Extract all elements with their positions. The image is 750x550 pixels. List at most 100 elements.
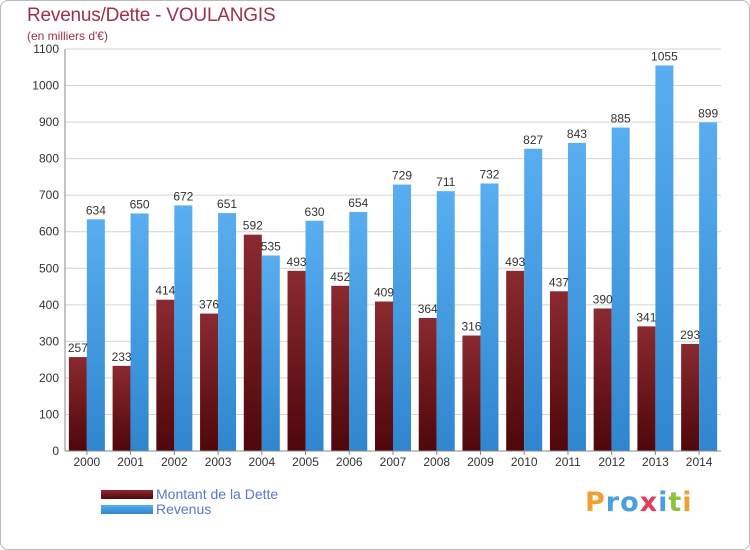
bar-dette	[593, 308, 612, 451]
bar-dette	[506, 270, 525, 451]
bar-dette	[68, 357, 87, 451]
bar-revenus	[524, 148, 543, 451]
x-tick-label: 2005	[292, 455, 319, 469]
data-label-dette: 390	[593, 292, 613, 306]
data-label-dette: 414	[155, 284, 175, 298]
x-tick-label: 2012	[598, 455, 625, 469]
data-label-dette: 592	[243, 219, 263, 233]
bar-revenus	[86, 219, 105, 451]
chart-title: Revenus/Dette - VOULANGIS	[27, 5, 276, 26]
bar-revenus	[480, 183, 499, 451]
bar-revenus	[436, 191, 455, 452]
bar-dette	[200, 313, 219, 451]
bar-dette	[331, 285, 350, 451]
data-label-revenus: 654	[348, 196, 368, 210]
data-label-dette: 409	[374, 286, 394, 300]
data-label-revenus: 1055	[651, 49, 678, 63]
x-tick-label: 2001	[117, 455, 144, 469]
x-tick-label: 2002	[161, 455, 188, 469]
bar-dette	[637, 326, 656, 451]
data-label-revenus: 672	[173, 189, 193, 203]
bar-dette	[462, 335, 481, 451]
y-tick-label: 800	[39, 152, 59, 166]
bar-dette	[112, 365, 131, 451]
data-label-revenus: 899	[698, 106, 718, 120]
legend-swatch-dette	[101, 490, 153, 499]
data-label-dette: 437	[549, 275, 569, 289]
x-tick-label: 2014	[686, 455, 713, 469]
data-label-dette: 493	[287, 255, 307, 269]
x-tick-label: 2003	[205, 455, 232, 469]
y-tick-label: 700	[39, 188, 59, 202]
data-label-revenus: 711	[436, 175, 455, 189]
chart-subtitle: (en milliers d'€)	[27, 29, 108, 43]
y-tick-label: 0	[52, 444, 59, 458]
data-label-dette: 293	[680, 328, 700, 342]
bar-dette	[681, 343, 700, 451]
y-tick-label: 300	[39, 334, 59, 348]
logo-letter: o	[620, 487, 640, 518]
proxiti-logo: Proxiti	[585, 487, 693, 518]
x-tick-label: 2013	[642, 455, 669, 469]
bar-revenus	[218, 213, 237, 451]
bar-revenus	[174, 205, 193, 451]
y-tick-label: 500	[39, 261, 59, 275]
x-tick-label: 2000	[74, 455, 101, 469]
bar-revenus	[130, 213, 149, 451]
data-label-dette: 233	[112, 350, 132, 364]
logo-letter: P	[585, 487, 606, 518]
bar-dette	[243, 234, 262, 451]
bar-revenus	[261, 255, 280, 451]
data-label-revenus: 630	[305, 205, 325, 219]
x-tick-label: 2008	[423, 455, 450, 469]
logo-letter: x	[639, 487, 659, 518]
x-tick-label: 2011	[555, 455, 581, 469]
x-tick-label: 2007	[380, 455, 407, 469]
y-tick-label: 100	[39, 407, 59, 421]
bar-dette	[549, 291, 568, 451]
data-label-dette: 452	[330, 270, 350, 284]
x-tick-label: 2004	[248, 455, 275, 469]
bar-revenus	[305, 220, 324, 451]
bar-dette	[375, 301, 393, 451]
bar-revenus	[393, 184, 411, 452]
data-label-revenus: 843	[567, 127, 587, 141]
bar-revenus	[349, 211, 368, 451]
bar-revenus	[611, 127, 630, 451]
x-tick-label: 2010	[511, 455, 538, 469]
bar-revenus	[567, 142, 586, 451]
bar-dette	[156, 299, 175, 451]
data-label-dette: 376	[199, 298, 219, 312]
legend-label-dette: Montant de la Dette	[156, 486, 279, 502]
data-label-revenus: 535	[261, 239, 281, 253]
bar-revenus	[655, 65, 674, 451]
y-tick-label: 400	[39, 298, 59, 312]
legend-swatch-revenus	[101, 505, 153, 514]
data-label-revenus: 827	[523, 133, 543, 147]
y-tick-label: 200	[39, 371, 59, 385]
data-label-revenus: 729	[392, 169, 412, 183]
data-label-dette: 316	[461, 320, 481, 334]
bar-dette	[287, 270, 306, 451]
data-label-dette: 257	[68, 341, 88, 355]
x-tick-label: 2006	[336, 455, 363, 469]
bar-chart: 257 634 233 650 414 672 376 651 592 535 493 630 452 6…	[32, 42, 721, 469]
bar-dette	[418, 317, 437, 451]
y-tick-label: 1000	[32, 79, 59, 93]
logo-letter: i	[658, 487, 669, 518]
y-tick-label: 600	[39, 225, 59, 239]
x-tick-label: 2009	[467, 455, 494, 469]
data-label-dette: 493	[505, 255, 525, 269]
bar-revenus	[699, 122, 718, 451]
y-tick-label: 1100	[33, 42, 59, 56]
data-label-revenus: 651	[217, 197, 237, 211]
data-label-revenus: 732	[479, 167, 499, 181]
data-label-revenus: 885	[611, 112, 631, 126]
data-label-revenus: 650	[130, 197, 150, 211]
legend-label-revenus: Revenus	[156, 501, 212, 517]
data-label-dette: 341	[636, 310, 656, 324]
y-tick-label: 900	[39, 115, 59, 129]
logo-letter: i	[682, 487, 693, 518]
data-label-revenus: 634	[86, 203, 106, 217]
